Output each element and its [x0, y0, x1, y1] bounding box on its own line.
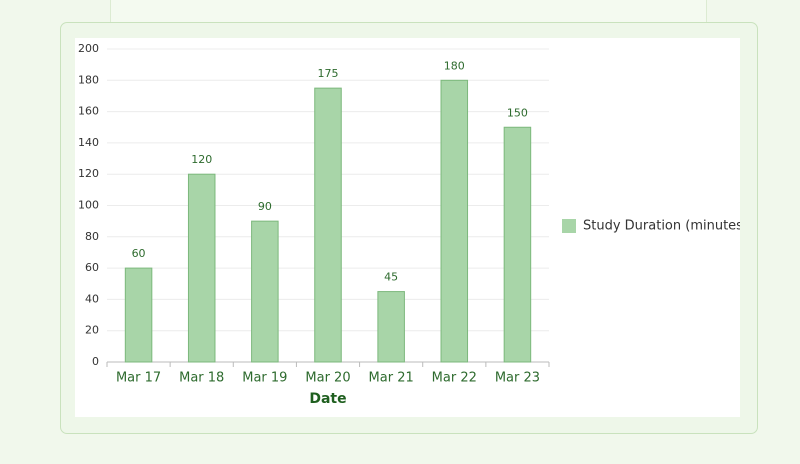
y-tick-label: 20	[85, 324, 99, 337]
bar	[124, 267, 153, 363]
bar	[440, 79, 469, 363]
value-label: 175	[318, 67, 339, 80]
value-label: 90	[258, 200, 272, 213]
y-tick-label: 100	[78, 199, 99, 212]
value-label: 150	[507, 106, 528, 119]
legend-label: Study Duration (minutes)	[583, 219, 740, 234]
x-tick-label: Mar 22	[432, 371, 477, 386]
chart: Date 0 20 40 60 80 100 120 140 160 180 200 Mar 17 60…	[75, 38, 740, 417]
bar	[251, 220, 279, 363]
y-tick-label: 160	[78, 105, 99, 118]
x-tick-label: Mar 18	[179, 371, 224, 386]
value-label: 60	[132, 247, 146, 260]
y-tick-label: 60	[85, 261, 99, 274]
x-tick-label: Mar 19	[242, 371, 287, 386]
value-label: 45	[384, 271, 398, 284]
y-tick-label: 40	[85, 292, 99, 305]
y-tick-label: 140	[78, 136, 99, 149]
value-label: 180	[444, 59, 465, 72]
y-tick-label: 0	[92, 355, 99, 368]
x-tick-label: Mar 23	[495, 371, 540, 386]
bar	[187, 173, 216, 363]
value-label: 120	[191, 153, 212, 166]
x-tick-label: Mar 21	[369, 371, 414, 386]
y-tick-label: 120	[78, 167, 99, 180]
bar	[377, 291, 405, 363]
legend-swatch	[562, 219, 576, 233]
x-tick-label: Mar 20	[305, 371, 350, 386]
y-tick-label: 200	[78, 42, 99, 55]
x-axis-title: Date	[309, 391, 346, 407]
y-tick-label: 180	[78, 73, 99, 86]
bar	[314, 87, 342, 363]
y-tick-label: 80	[85, 230, 99, 243]
bar	[503, 126, 532, 363]
x-tick-label: Mar 17	[116, 371, 161, 386]
